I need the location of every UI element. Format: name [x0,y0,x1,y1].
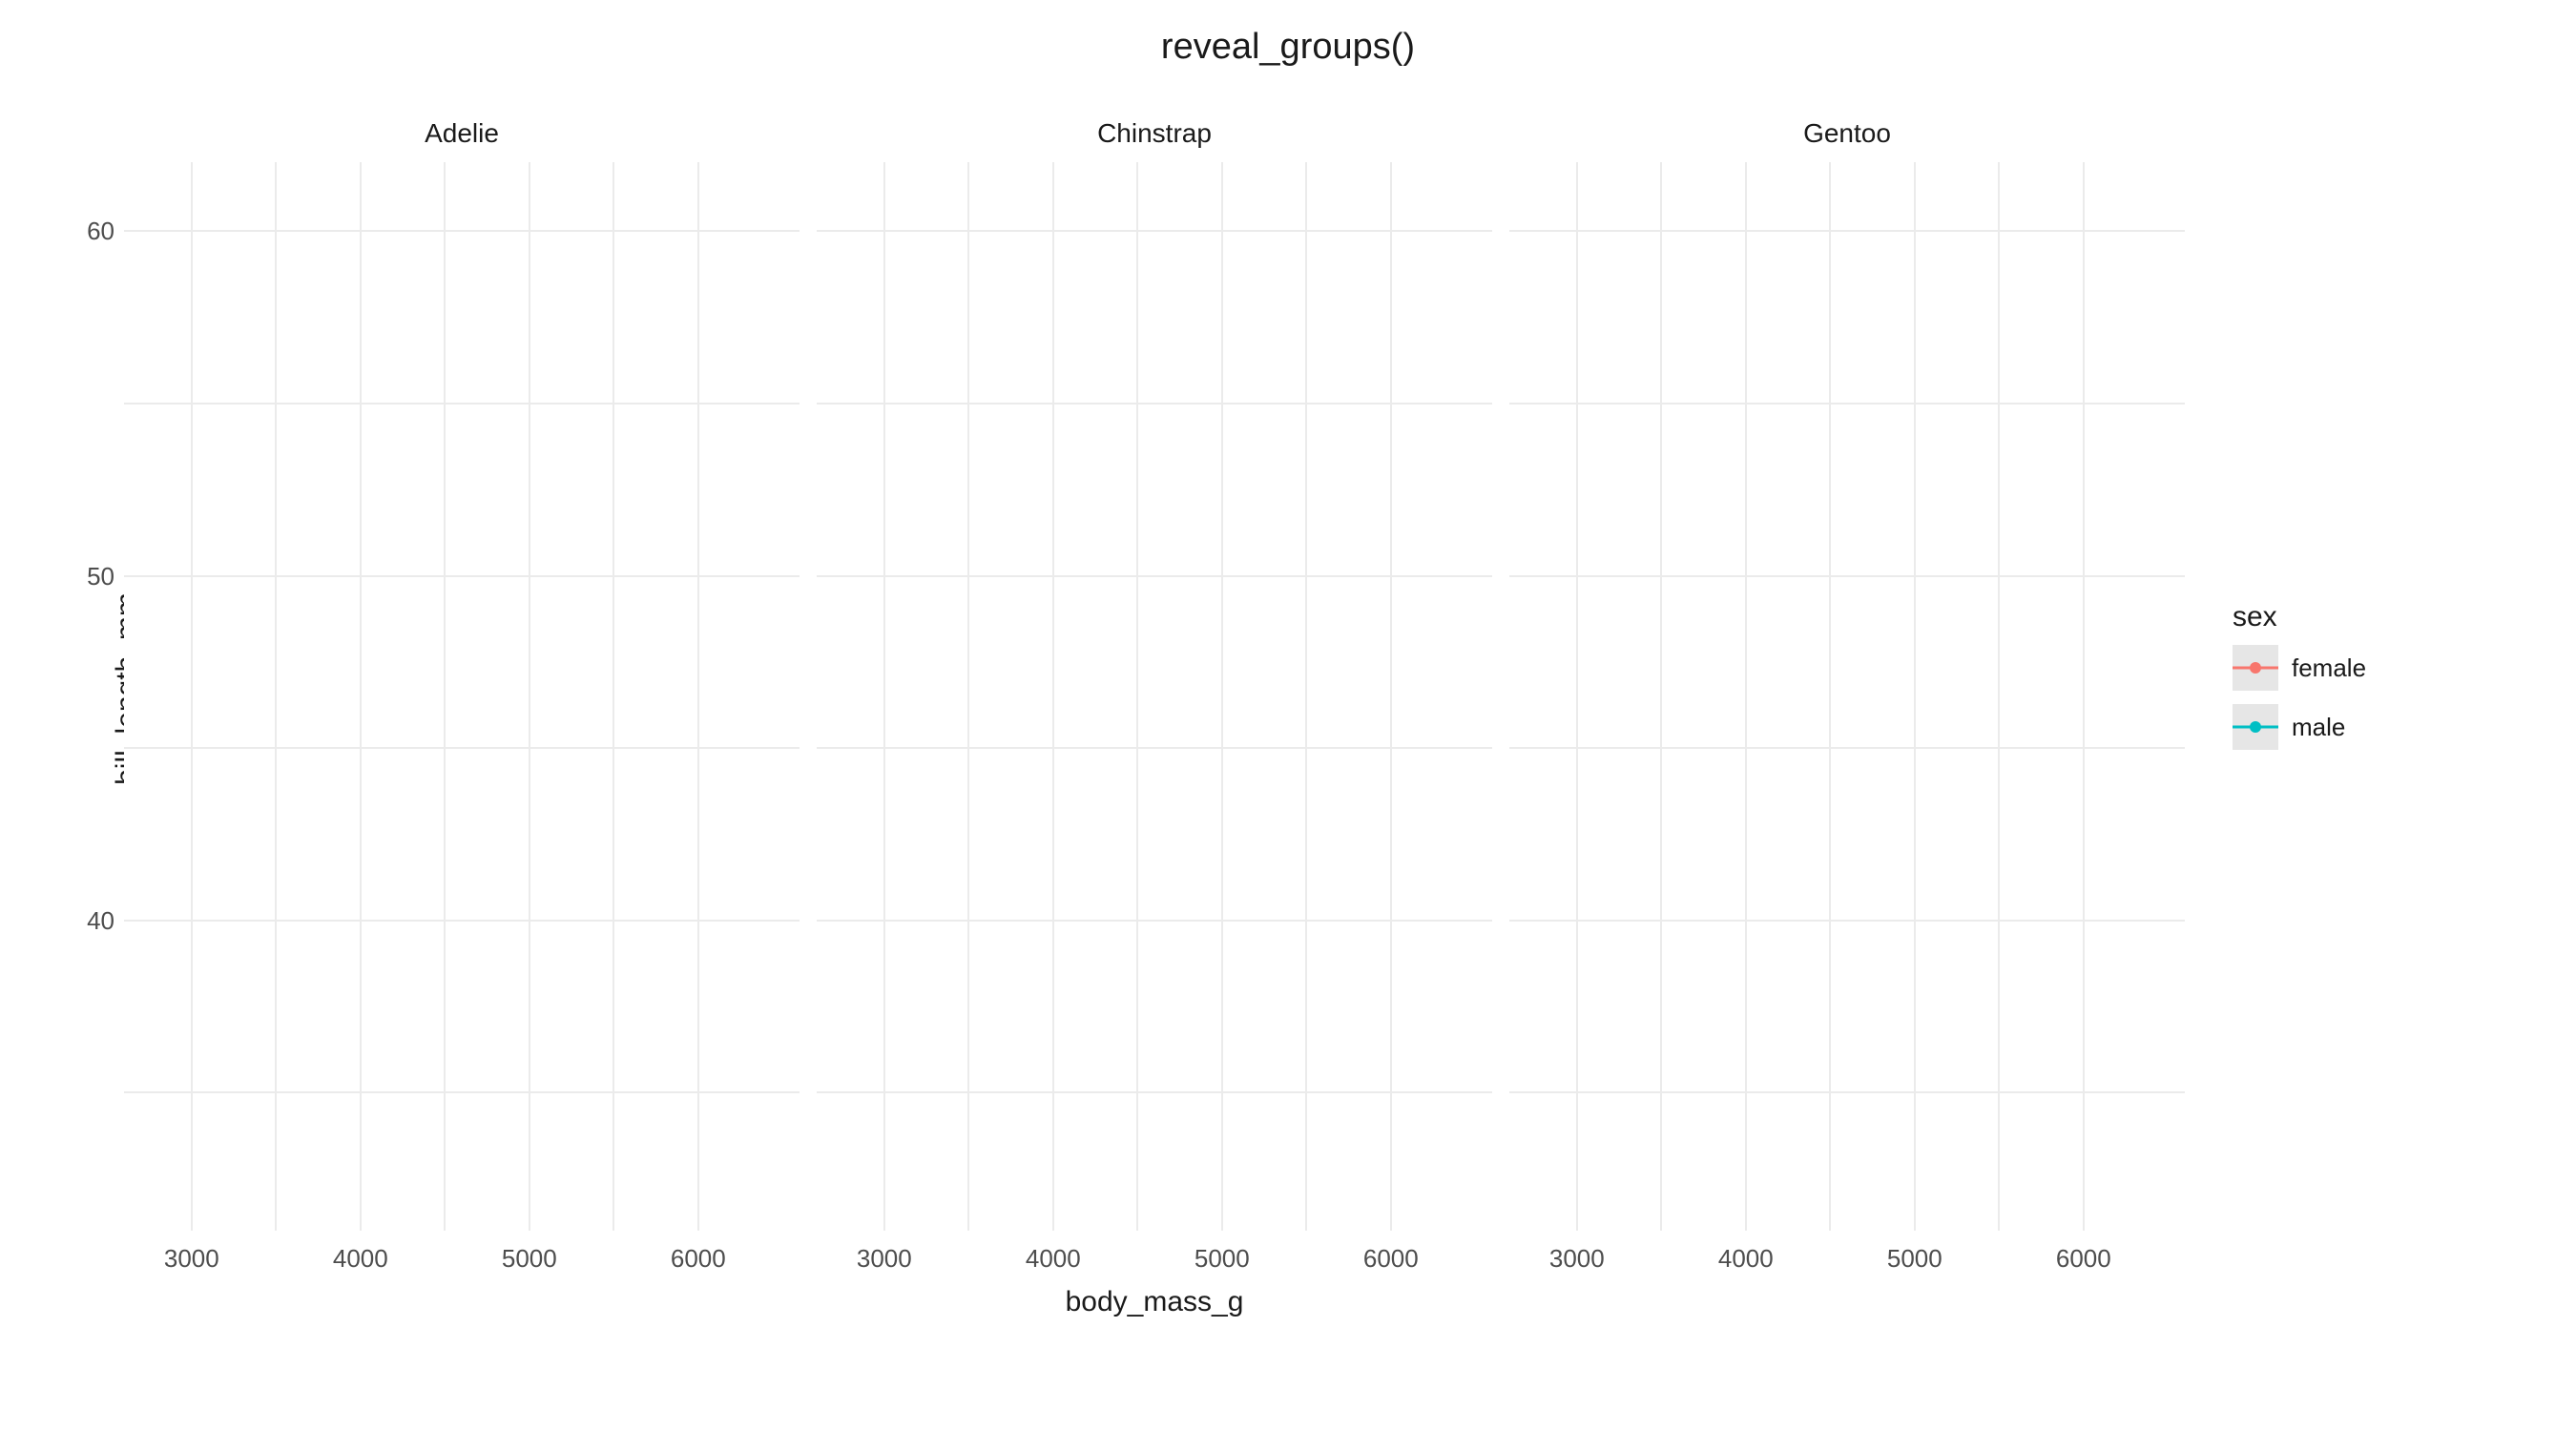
grid-line [817,920,1492,922]
figure: reveal_groups() bill_length_mm AdelieChi… [0,0,2576,1431]
grid-line [124,920,800,922]
grid-line [883,162,885,1231]
grid-line [124,575,800,577]
facet-panel: Adelie [124,114,800,1231]
legend: sex female male [2233,601,2366,750]
grid-line [613,162,614,1231]
facet-label: Chinstrap [817,118,1492,149]
legend-item: male [2233,704,2366,750]
grid-line [2083,162,2085,1231]
grid-line [1136,162,1138,1231]
grid-line [1998,162,2000,1231]
grid-line [124,747,800,749]
grid-line [1745,162,1747,1231]
y-tick-label: 50 [57,562,114,591]
x-tick-label: 5000 [1174,1244,1270,1274]
grid-line [529,162,530,1231]
grid-line [1509,230,2185,232]
grid-line [275,162,277,1231]
grid-line [124,403,800,404]
x-tick-label: 6000 [651,1244,746,1274]
grid-line [817,403,1492,404]
legend-label: male [2292,713,2345,742]
y-tick-label: 60 [57,217,114,246]
grid-line [1509,403,2185,404]
grid-line [1509,920,2185,922]
grid-line [1576,162,1578,1231]
grid-line [817,230,1492,232]
grid-line [1509,1091,2185,1093]
x-tick-label: 4000 [1698,1244,1794,1274]
legend-key [2233,704,2278,750]
grid-line [967,162,969,1231]
grid-line [1305,162,1307,1231]
legend-key-dot [2250,721,2261,733]
facet-panel: Gentoo [1509,114,2185,1231]
legend-title: sex [2233,601,2366,633]
chart-title: reveal_groups() [0,27,2576,68]
facet-label: Adelie [124,118,800,149]
grid-line [1509,747,2185,749]
y-tick-label: 40 [57,906,114,936]
x-tick-label: 3000 [837,1244,932,1274]
grid-line [124,230,800,232]
grid-line [1221,162,1223,1231]
grid-line [817,575,1492,577]
grid-line [1829,162,1831,1231]
facet-panel: Chinstrap [817,114,1492,1231]
legend-items: female male [2233,645,2366,750]
grid-line [1509,575,2185,577]
legend-item: female [2233,645,2366,691]
grid-line [124,1091,800,1093]
legend-key-dot [2250,662,2261,674]
x-tick-label: 4000 [313,1244,408,1274]
grid-line [817,1091,1492,1093]
facet-panels: Adelie Chinstrap Gentoo [124,114,2185,1231]
x-tick-label: 5000 [1867,1244,1963,1274]
grid-line [1660,162,1662,1231]
x-tick-label: 6000 [1343,1244,1439,1274]
grid-line [697,162,699,1231]
grid-line [360,162,362,1231]
grid-line [444,162,446,1231]
grid-line [1390,162,1392,1231]
x-tick-label: 3000 [1529,1244,1625,1274]
facet-label: Gentoo [1509,118,2185,149]
grid-line [1052,162,1054,1231]
x-tick-label: 5000 [482,1244,577,1274]
x-tick-label: 3000 [144,1244,239,1274]
grid-line [191,162,193,1231]
grid-line [1914,162,1916,1231]
x-tick-label: 4000 [1006,1244,1101,1274]
x-tick-label: 6000 [2036,1244,2131,1274]
legend-label: female [2292,653,2366,683]
legend-key [2233,645,2278,691]
grid-line [817,747,1492,749]
x-axis-label: body_mass_g [124,1286,2185,1318]
